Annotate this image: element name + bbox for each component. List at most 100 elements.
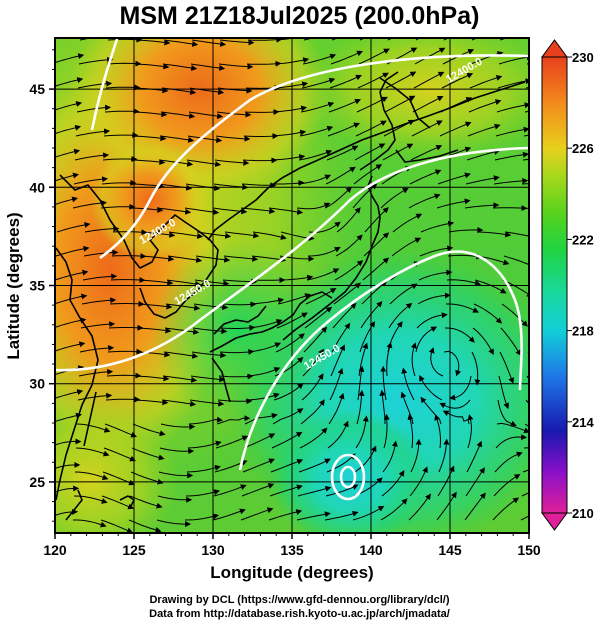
colorbar: 230 226 222 218 214 210 xyxy=(541,39,594,531)
streamline xyxy=(216,415,251,425)
wind-streamlines xyxy=(55,38,529,533)
streamline xyxy=(131,135,167,142)
streamline xyxy=(496,422,529,434)
streamline xyxy=(212,207,248,215)
streamline xyxy=(160,111,196,119)
colorbar-scale xyxy=(541,56,568,514)
streamline xyxy=(380,187,409,209)
streamline xyxy=(443,350,461,377)
x-axis-label: Longitude (degrees) xyxy=(210,563,373,582)
streamline xyxy=(473,303,503,324)
streamline xyxy=(166,279,202,287)
streamline xyxy=(324,510,359,521)
streamline xyxy=(389,283,418,305)
streamline xyxy=(329,367,344,401)
streamline xyxy=(472,327,494,356)
streamline xyxy=(300,399,325,425)
streamline xyxy=(382,143,414,161)
streamline xyxy=(109,300,145,307)
streamline xyxy=(106,60,142,67)
streamline xyxy=(419,375,443,401)
streamline xyxy=(247,342,282,353)
streamline xyxy=(111,253,147,260)
streamline xyxy=(73,495,108,504)
streamline xyxy=(271,431,303,449)
streamline xyxy=(184,207,220,216)
streamline xyxy=(75,447,110,457)
streamline xyxy=(215,135,251,142)
streamline xyxy=(439,121,472,137)
streamline xyxy=(218,63,254,70)
streamline xyxy=(165,303,201,311)
streamline xyxy=(101,179,137,186)
streamline xyxy=(276,312,308,329)
streamline xyxy=(330,50,363,65)
streamline xyxy=(354,445,377,473)
streamline xyxy=(331,322,351,353)
streamline xyxy=(502,279,529,298)
streamline xyxy=(465,175,500,185)
streamline xyxy=(385,71,417,89)
streamline xyxy=(447,253,483,260)
streamline xyxy=(428,347,444,377)
x-tick-label: 120 xyxy=(43,542,67,558)
streamline xyxy=(336,207,361,233)
streamline xyxy=(128,519,162,533)
streamline xyxy=(133,87,169,94)
streamline xyxy=(158,471,194,479)
streamline xyxy=(474,279,507,294)
streamline xyxy=(185,183,221,192)
streamline xyxy=(74,152,110,161)
streamline xyxy=(83,249,119,257)
streamline xyxy=(217,398,253,405)
streamline xyxy=(248,319,283,329)
streamline xyxy=(55,317,87,328)
streamline xyxy=(163,351,199,359)
streamline xyxy=(221,301,257,308)
streamline xyxy=(496,102,529,113)
streamline xyxy=(139,255,175,262)
streamline xyxy=(156,207,192,215)
streamline xyxy=(196,231,232,239)
streamline xyxy=(157,495,193,503)
streamline xyxy=(297,485,332,497)
streamline xyxy=(299,427,328,449)
streamline xyxy=(383,413,390,449)
streamline xyxy=(103,447,136,462)
streamline xyxy=(446,279,481,286)
streamline xyxy=(301,77,336,89)
streamline xyxy=(273,81,309,89)
streamline xyxy=(246,60,282,67)
streamline xyxy=(77,392,113,401)
streamline xyxy=(335,234,363,257)
streamline xyxy=(434,414,442,449)
streamline xyxy=(383,119,415,137)
streamline xyxy=(520,207,529,209)
streamline xyxy=(187,135,223,144)
streamline xyxy=(185,489,221,497)
streamline xyxy=(356,96,388,113)
streamline xyxy=(55,293,88,305)
streamline xyxy=(411,120,443,137)
y-tick-label: 45 xyxy=(29,81,45,97)
streamline xyxy=(105,84,141,91)
streamline xyxy=(194,279,230,287)
streamline xyxy=(499,351,515,384)
streamline xyxy=(192,327,228,335)
streamline xyxy=(275,333,305,353)
x-tick-label: 145 xyxy=(438,542,462,558)
streamline xyxy=(55,77,84,87)
streamline xyxy=(388,302,413,329)
streamline xyxy=(55,438,82,446)
streamline xyxy=(330,344,345,377)
streamline xyxy=(420,220,455,233)
streamline xyxy=(186,159,222,168)
streamline xyxy=(107,348,143,355)
streamline xyxy=(413,71,445,89)
streamline xyxy=(353,164,383,185)
y-tick-label: 35 xyxy=(29,278,45,294)
streamline xyxy=(222,278,258,285)
streamline xyxy=(73,176,109,185)
streamline xyxy=(105,396,141,403)
streamline xyxy=(251,255,287,263)
